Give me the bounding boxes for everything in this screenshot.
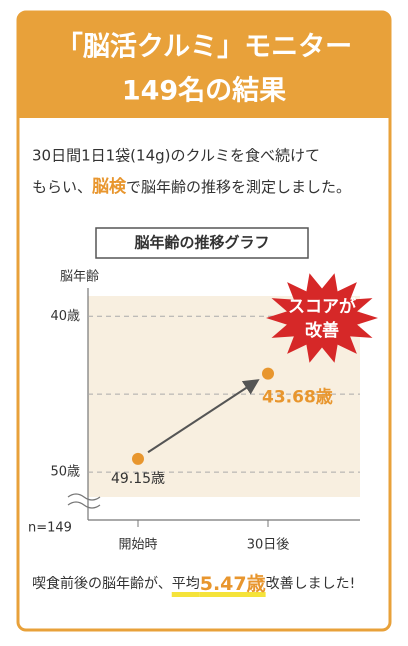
footer-emphasis: 5.47歳 [200,573,266,595]
sample-label: n=149 [28,521,72,536]
header-title: 「脳活クルミ」モニター [56,31,352,63]
data-label: 49.15歳 [111,471,165,487]
intro-text: もらい、脳検で脳年齢の推移を測定しました。 [32,176,351,197]
highlight [171,592,200,597]
annotation-text: 改善 [305,320,339,341]
data-label: 43.68歳 [262,387,333,408]
intro-emphasis: 脳検 [92,176,127,197]
data-point [262,367,274,380]
footer-text: 喫食前後の脳年齢が、平均5.47歳改善しました! [32,573,355,595]
chart-title: 脳年齢の推移グラフ [134,234,269,252]
x-tick-label: 開始時 [118,538,157,553]
intro-part: もらい、 [32,178,92,196]
axis-break [67,493,101,509]
y-axis-label: 脳年齢 [60,270,99,285]
y-tick-label: 40歳 [50,309,80,324]
footer-part: 改善しました! [266,575,356,592]
data-point [132,452,144,465]
intro-part: で脳年齢の推移を測定しました。 [126,178,351,196]
header-title: 149名の結果 [122,75,286,107]
footer-part: 喫食前後の脳年齢が、 [32,575,172,592]
x-tick-label: 30日後 [247,538,290,553]
chart-title-box [95,227,309,259]
highlight [199,592,266,597]
intro-text: 30日間1日1袋(14g)のクルミを食べ続けて [32,147,320,165]
annotation-text: スコアが [288,296,356,317]
footer-part: 平均 [172,576,200,592]
header-band [18,12,390,118]
trend-arrow [147,379,260,454]
burst-shape [266,273,378,363]
y-tick-label: 50歳 [50,465,80,480]
